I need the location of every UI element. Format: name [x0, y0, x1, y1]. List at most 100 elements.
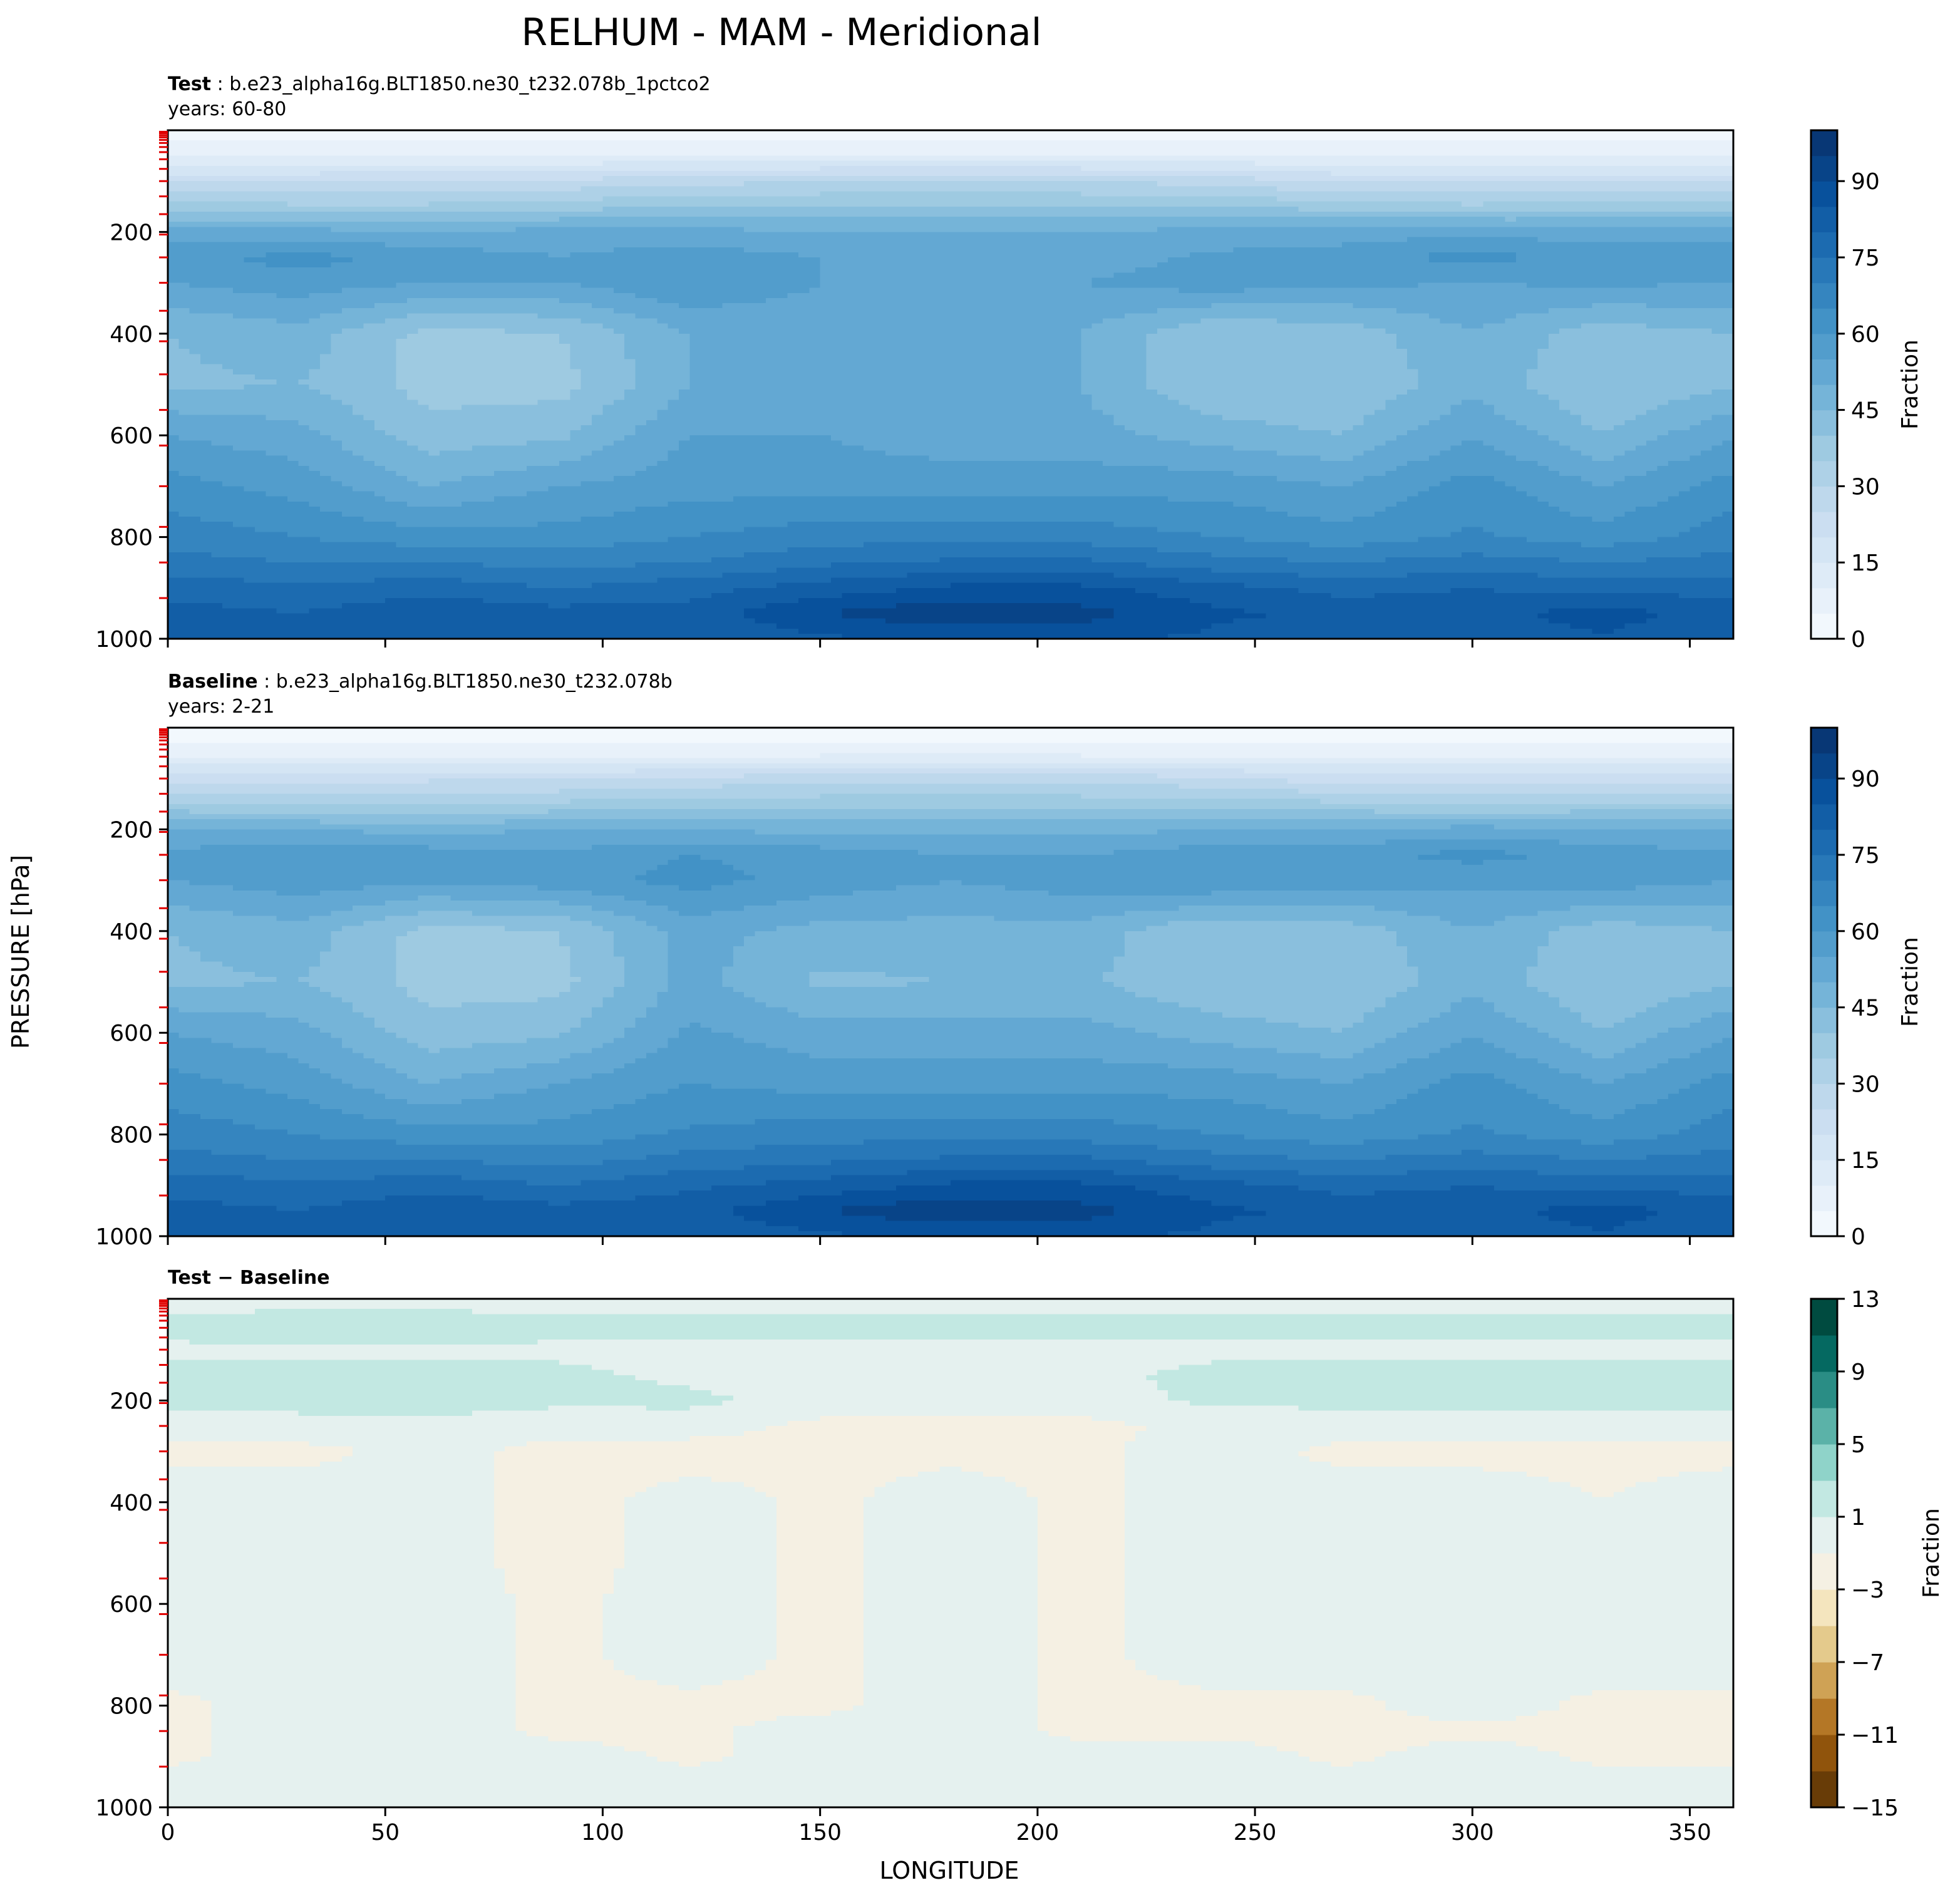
field-cell	[1179, 176, 1190, 182]
field-cell	[820, 202, 832, 207]
field-cell	[298, 161, 309, 167]
field-cell	[1309, 176, 1321, 182]
field-cell	[1222, 145, 1234, 151]
field-cell	[1375, 222, 1386, 227]
field-cell	[385, 135, 396, 141]
field-cell	[1179, 217, 1190, 222]
field-cell	[1657, 227, 1668, 232]
field-cell	[1222, 227, 1234, 232]
field-cell	[527, 191, 538, 197]
field-cell	[614, 191, 625, 197]
field-cell	[776, 227, 788, 232]
field-cell	[1222, 202, 1234, 207]
field-cell	[1624, 176, 1636, 182]
field-cell	[516, 176, 527, 182]
field-cell	[776, 207, 788, 212]
field-cell	[1668, 212, 1679, 217]
field-cell	[168, 227, 179, 232]
field-cell	[1614, 171, 1625, 177]
field-cell	[1125, 166, 1136, 172]
field-cell	[516, 171, 527, 177]
field-cell	[309, 135, 321, 141]
field-cell	[1614, 135, 1625, 141]
field-cell	[396, 166, 408, 172]
field-cell	[853, 166, 864, 172]
field-cell	[1646, 176, 1658, 182]
x-axis-label: LONGITUDE	[879, 1857, 1019, 1884]
field-cell	[1299, 171, 1310, 177]
field-cell	[972, 227, 984, 232]
field-cell	[940, 186, 951, 192]
field-cell	[592, 156, 603, 162]
field-cell	[1048, 140, 1060, 146]
field-cell	[168, 140, 179, 146]
field-cell	[1016, 197, 1027, 202]
field-cell	[200, 202, 212, 207]
field-cell	[1505, 181, 1516, 187]
field-cell	[1320, 166, 1331, 172]
field-cell	[168, 212, 179, 217]
field-cell	[559, 156, 570, 162]
field-cell	[549, 171, 560, 177]
field-cell	[1048, 176, 1060, 182]
field-cell	[1472, 145, 1483, 151]
field-cell	[244, 207, 255, 212]
field-cell	[1048, 166, 1060, 172]
field-cell	[549, 212, 560, 217]
field-cell	[755, 145, 766, 151]
field-cell	[1233, 207, 1244, 212]
field-cell	[1244, 140, 1256, 146]
field-cell	[1255, 181, 1266, 187]
field-cell	[1668, 145, 1679, 151]
field-cell	[559, 212, 570, 217]
field-cell	[1516, 191, 1527, 197]
field-cell	[570, 207, 581, 212]
field-cell	[1027, 222, 1038, 227]
field-cell	[1538, 156, 1549, 162]
field-cell	[1200, 186, 1212, 192]
field-cell	[1603, 135, 1614, 141]
field-cell	[418, 227, 429, 232]
field-cell	[1103, 212, 1114, 217]
field-cell	[244, 140, 255, 146]
field-cell	[1222, 191, 1234, 197]
field-cell	[320, 176, 331, 182]
field-cell	[1559, 150, 1571, 156]
field-cell	[896, 186, 907, 192]
field-cell	[972, 145, 984, 151]
field-cell	[298, 202, 309, 207]
field-cell	[1212, 140, 1223, 146]
field-cell	[1353, 212, 1364, 217]
field-cell	[940, 171, 951, 177]
field-cell	[255, 181, 266, 187]
field-cell	[1407, 176, 1418, 182]
field-cell	[1287, 191, 1299, 197]
field-cell	[1472, 161, 1483, 167]
field-cell	[559, 197, 570, 202]
field-cell	[689, 207, 701, 212]
field-cell	[1723, 191, 1734, 197]
field-cell	[1385, 166, 1396, 172]
field-cell	[1571, 135, 1582, 141]
field-cell	[1331, 181, 1343, 187]
field-cell	[1016, 186, 1027, 192]
field-cell	[592, 176, 603, 182]
field-cell	[1299, 156, 1310, 162]
field-cell	[1070, 166, 1081, 172]
field-cell	[1624, 161, 1636, 167]
field-cell	[1212, 191, 1223, 197]
field-cell	[1157, 202, 1168, 207]
field-cell	[222, 202, 234, 207]
field-cell	[266, 171, 277, 177]
field-cell	[1255, 150, 1266, 156]
field-cell	[1364, 156, 1375, 162]
field-cell	[1255, 197, 1266, 202]
field-cell	[1038, 207, 1049, 212]
field-cell	[429, 222, 440, 227]
field-cell	[178, 161, 190, 167]
field-cell	[1375, 202, 1386, 207]
field-cell	[1147, 207, 1158, 212]
field-cell	[516, 156, 527, 162]
field-cell	[505, 145, 516, 151]
field-cell	[592, 161, 603, 167]
